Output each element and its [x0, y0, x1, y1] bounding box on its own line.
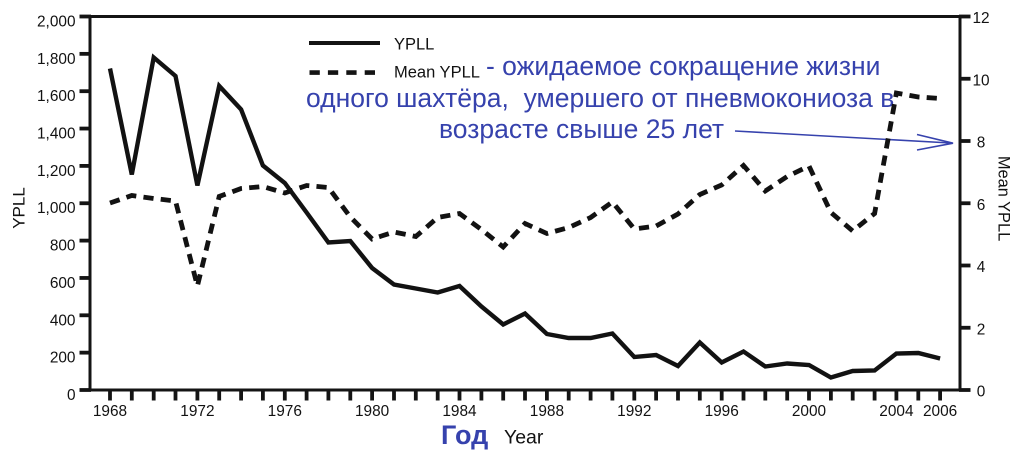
svg-text:800: 800	[50, 238, 76, 255]
svg-text:1988: 1988	[530, 403, 564, 420]
svg-text:одного шахтёра, умершего от п: одного шахтёра, умершего от пневмокониоз…	[306, 83, 894, 113]
svg-text:2004: 2004	[879, 403, 914, 420]
svg-text:возрасте свыше 25 лет: возрасте свыше 25 лет	[439, 114, 724, 144]
svg-text:YPLL: YPLL	[10, 187, 29, 229]
svg-text:1,200: 1,200	[37, 163, 76, 180]
svg-text:Year: Year	[504, 427, 544, 449]
svg-text:- ожидаемое сокращение жизни: - ожидаемое сокращение жизни	[486, 51, 880, 81]
svg-text:1,800: 1,800	[37, 51, 76, 68]
svg-text:1,000: 1,000	[37, 200, 76, 217]
svg-text:2,000: 2,000	[37, 14, 76, 31]
svg-text:4: 4	[977, 259, 986, 276]
svg-text:2000: 2000	[792, 403, 826, 420]
svg-text:12: 12	[972, 10, 989, 27]
svg-text:200: 200	[50, 350, 76, 367]
svg-text:1976: 1976	[268, 403, 302, 420]
svg-text:Mean YPLL: Mean YPLL	[995, 156, 1013, 241]
svg-text:0: 0	[977, 384, 986, 401]
svg-text:1996: 1996	[705, 403, 739, 420]
svg-text:600: 600	[50, 275, 76, 292]
svg-text:YPLL: YPLL	[394, 36, 434, 54]
svg-text:1992: 1992	[617, 403, 651, 420]
svg-text:2: 2	[977, 321, 986, 338]
svg-text:1984: 1984	[442, 403, 477, 420]
svg-text:0: 0	[67, 387, 76, 404]
svg-text:2006: 2006	[923, 403, 957, 420]
svg-text:1,600: 1,600	[37, 88, 76, 105]
svg-text:400: 400	[50, 312, 76, 329]
svg-text:1972: 1972	[180, 403, 214, 420]
svg-text:8: 8	[977, 135, 986, 152]
svg-text:6: 6	[977, 197, 986, 214]
svg-text:Год: Год	[441, 420, 488, 450]
svg-text:10: 10	[972, 72, 989, 89]
svg-text:1968: 1968	[93, 403, 127, 420]
svg-text:Mean YPLL: Mean YPLL	[394, 64, 480, 82]
svg-text:1980: 1980	[355, 403, 389, 420]
svg-text:1,400: 1,400	[37, 126, 76, 143]
